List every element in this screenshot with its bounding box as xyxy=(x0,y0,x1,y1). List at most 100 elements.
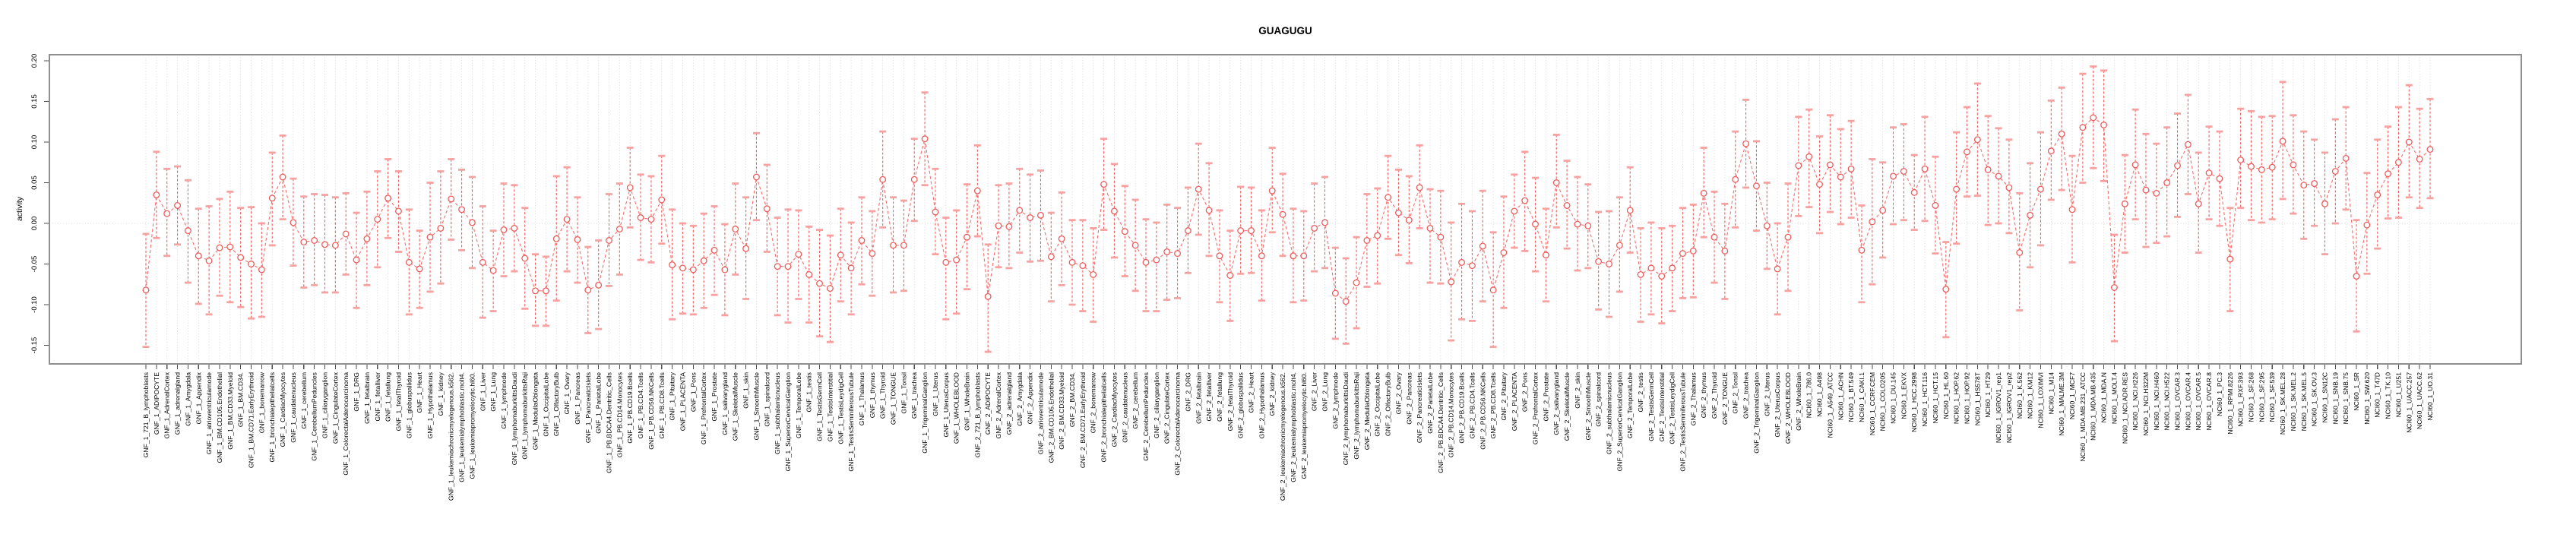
data-point xyxy=(374,216,381,223)
chart-title: GUAGUGU xyxy=(1258,25,1312,36)
data-point xyxy=(290,219,297,226)
data-point xyxy=(1921,165,1929,172)
data-point xyxy=(984,292,992,300)
x-axis-label: NCI60_1_T47D xyxy=(2374,372,2381,418)
x-axis-label: GNF_2_atrioventricularnode xyxy=(1036,372,1044,454)
data-point xyxy=(1027,214,1034,221)
x-axis-label: NCI60_1_HS578T xyxy=(1973,372,1981,425)
x-axis-label: GNF_2_thymus xyxy=(1700,372,1707,418)
x-axis-label: GNF_2_AdrenalCortex xyxy=(995,372,1002,438)
data-point xyxy=(1068,258,1076,266)
data-point xyxy=(732,226,739,232)
data-point xyxy=(1205,207,1213,214)
data-point xyxy=(2068,206,2076,213)
x-axis-label: GNF_1_SuperiorCervicalGanglion xyxy=(784,372,792,472)
x-axis-label: NCI60_1_SK.MEL.28 xyxy=(2279,372,2286,435)
x-axis-label: NCI60_1_HL.60 xyxy=(1942,372,1950,419)
x-axis-label: NCI60_1_SF.539 xyxy=(2268,372,2276,422)
data-point xyxy=(2163,179,2171,186)
x-axis-label: GNF_2_MedullaOblongata xyxy=(1363,372,1371,450)
x-axis-label: NCI60_1_A549_ATCC xyxy=(1826,372,1834,438)
data-point xyxy=(606,237,612,244)
x-axis-label: GNF_2_CardiacMyocytes xyxy=(1110,372,1118,447)
x-axis-label: NCI60_1_SR xyxy=(2353,372,2360,411)
data-point xyxy=(1153,256,1160,264)
x-axis-label: GNF_1_PB.CD56.NKCells xyxy=(647,372,655,450)
data-point xyxy=(2353,273,2360,280)
data-point xyxy=(1468,262,1476,270)
x-axis-label: NCI60_1_NCI.ADR.RES xyxy=(2121,372,2128,444)
data-point xyxy=(1689,247,1697,255)
x-axis-label: NCI60_1_HCT.116 xyxy=(1921,372,1929,427)
data-point xyxy=(1900,168,1907,175)
data-point xyxy=(2290,161,2297,169)
data-point xyxy=(879,175,887,183)
data-point xyxy=(1953,185,1960,193)
data-point xyxy=(689,266,697,274)
x-axis-label: GNF_2_Thalamus xyxy=(1689,372,1697,425)
data-point xyxy=(1385,194,1392,201)
data-point xyxy=(1331,289,1339,297)
data-point xyxy=(279,173,286,181)
x-axis-label: GNF_2_SkeletalMuscle xyxy=(1563,372,1571,441)
data-point xyxy=(1879,207,1887,214)
x-axis-label: NCI60_1_M14 xyxy=(2047,372,2055,415)
data-point xyxy=(563,216,571,223)
x-axis-label: GNF_2_TestisSeminiferousTubule xyxy=(1679,372,1686,472)
data-point xyxy=(552,235,560,242)
x-axis-label: NCI60_1_DU.145 xyxy=(1890,372,1897,424)
data-point xyxy=(237,254,245,261)
x-axis-label: NCI60_1_SN12C xyxy=(2321,372,2328,422)
x-axis-label: GNF_1_Tonsil xyxy=(900,372,907,414)
data-point xyxy=(300,239,308,246)
data-point xyxy=(1511,207,1518,215)
data-point xyxy=(311,237,318,244)
y-axis-tick-label: 0.15 xyxy=(30,94,39,109)
x-axis-label: NCI60_1_NCI.H522 xyxy=(2163,372,2171,431)
data-point xyxy=(858,237,866,244)
x-axis-label: GNF_2_Tonsil xyxy=(1732,372,1739,414)
x-axis-label: GNF_2_ParietalLobe xyxy=(1426,372,1434,434)
x-axis-label: GNF_1_cerebellum xyxy=(300,372,308,429)
data-point xyxy=(532,287,539,295)
data-point xyxy=(2016,249,2024,256)
x-axis-label: GNF_2_UterusCorpus xyxy=(1774,372,1781,438)
x-axis-label: GNF_2_SmoothMuscle xyxy=(1584,372,1592,441)
data-point xyxy=(1047,253,1055,261)
x-axis-label: NCI60_1_COLO205 xyxy=(1879,372,1887,432)
data-point xyxy=(1374,232,1381,239)
x-axis-label: GNF_2_lymphnode xyxy=(1331,372,1339,429)
x-axis-label: NCI60_1_HOP.92 xyxy=(1963,372,1970,424)
data-point xyxy=(216,244,223,251)
data-point xyxy=(2363,221,2371,229)
data-point xyxy=(1290,252,1297,260)
x-axis-label: GNF_1_SmoothMuscle xyxy=(752,372,760,441)
data-point xyxy=(774,263,781,270)
data-point xyxy=(752,173,760,181)
data-point xyxy=(1763,222,1771,229)
data-point xyxy=(1574,220,1581,228)
data-point xyxy=(1237,227,1245,235)
data-point xyxy=(468,219,476,226)
x-axis-label: GNF_2_Uterus xyxy=(1763,372,1771,416)
x-axis-label: GNF_2_subthalamicnucleus xyxy=(1606,372,1613,454)
x-axis-label: NCI60_1_TK.10 xyxy=(2385,372,2392,419)
data-point xyxy=(2311,180,2318,188)
data-point xyxy=(921,135,929,143)
data-point xyxy=(1121,228,1128,236)
x-axis-label: GNF_2_CingulateCortex xyxy=(1163,372,1171,444)
data-point xyxy=(268,194,276,202)
x-axis-label: GNF_1_leukemiapromyelocytic.hl60. xyxy=(468,372,476,479)
x-axis-label: GNF_2_adrenalgland xyxy=(1005,372,1013,435)
y-axis-tick-label: 0.10 xyxy=(30,135,39,150)
x-axis-label: GNF_2_spinalcord xyxy=(1595,372,1603,427)
data-point xyxy=(626,184,634,191)
x-axis-label: GNF_2_leukemiachronicmyelogenous.k562. xyxy=(1279,372,1286,501)
x-axis-label: GNF_2_Lung xyxy=(1321,372,1328,412)
x-axis-label: GNF_1_TONGUE xyxy=(890,372,897,425)
data-point xyxy=(1405,217,1413,224)
data-point xyxy=(489,267,497,274)
data-point xyxy=(258,266,265,274)
data-point xyxy=(1595,258,1603,265)
data-point xyxy=(1489,286,1497,294)
